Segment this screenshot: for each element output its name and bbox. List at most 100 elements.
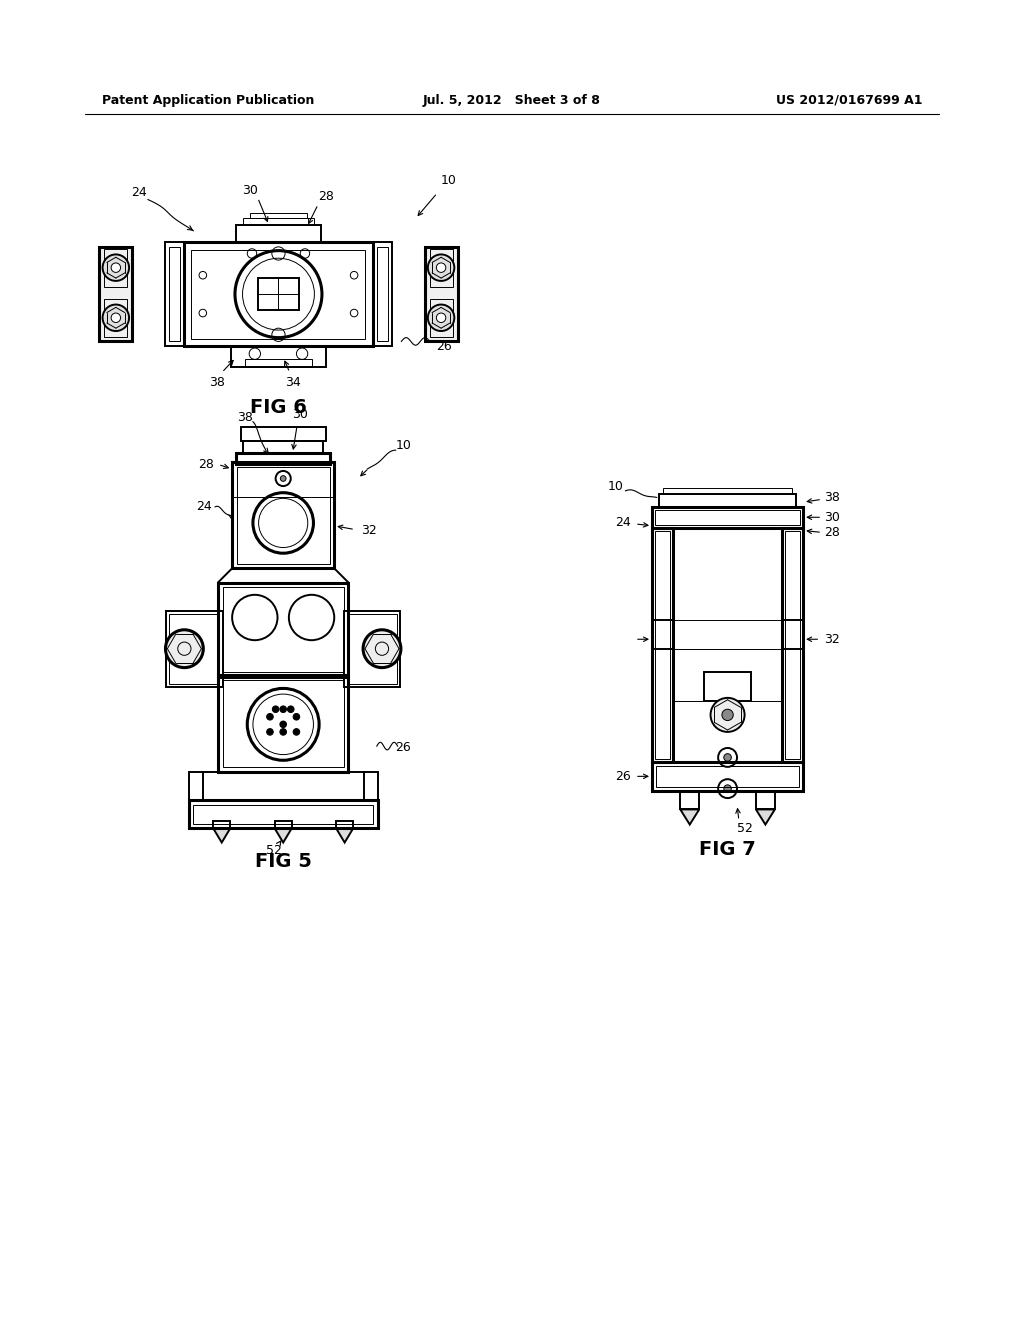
Bar — [344, 611, 400, 686]
Bar — [169, 614, 219, 684]
Text: Patent Application Publication: Patent Application Publication — [101, 94, 314, 107]
Polygon shape — [756, 809, 775, 825]
Text: 38: 38 — [238, 411, 253, 424]
Circle shape — [293, 714, 300, 721]
Bar — [373, 242, 392, 346]
Bar — [346, 614, 396, 684]
Bar — [652, 507, 803, 528]
Text: 32: 32 — [824, 632, 840, 645]
Bar — [222, 587, 344, 672]
Bar — [99, 247, 132, 342]
Polygon shape — [274, 829, 292, 842]
Bar — [222, 680, 344, 767]
Bar — [250, 213, 307, 218]
Circle shape — [266, 714, 273, 721]
Circle shape — [102, 305, 129, 331]
Polygon shape — [336, 829, 353, 842]
Circle shape — [711, 698, 744, 731]
Circle shape — [364, 630, 401, 668]
Bar — [184, 242, 373, 346]
Bar — [103, 248, 127, 286]
Text: US 2012/0167699 A1: US 2012/0167699 A1 — [776, 94, 923, 107]
Bar — [191, 249, 366, 338]
Bar — [165, 242, 184, 346]
Bar — [782, 528, 803, 762]
Bar — [703, 672, 752, 701]
Circle shape — [293, 729, 300, 735]
Circle shape — [428, 305, 455, 331]
Circle shape — [724, 785, 731, 792]
Text: 52: 52 — [737, 822, 753, 834]
Bar — [756, 791, 775, 809]
Text: 28: 28 — [824, 525, 840, 539]
Bar — [654, 531, 670, 759]
Circle shape — [280, 721, 287, 727]
Text: 10: 10 — [440, 174, 457, 187]
Circle shape — [266, 729, 273, 735]
Text: 28: 28 — [317, 190, 334, 203]
Bar — [243, 218, 314, 226]
Text: 24: 24 — [615, 516, 631, 529]
Text: Jul. 5, 2012   Sheet 3 of 8: Jul. 5, 2012 Sheet 3 of 8 — [423, 94, 601, 107]
Bar — [237, 467, 330, 564]
Text: 52: 52 — [266, 843, 282, 857]
Text: 30: 30 — [824, 511, 840, 524]
Text: 10: 10 — [608, 479, 624, 492]
Bar — [785, 531, 801, 759]
Text: 24: 24 — [196, 500, 212, 513]
Text: 38: 38 — [824, 491, 840, 504]
Bar — [274, 821, 292, 829]
Bar — [673, 528, 782, 762]
Bar — [236, 226, 321, 242]
Bar — [169, 247, 180, 342]
Circle shape — [166, 630, 204, 668]
Polygon shape — [680, 809, 699, 825]
Circle shape — [272, 706, 279, 713]
Bar — [236, 453, 331, 465]
Polygon shape — [213, 829, 230, 842]
Bar — [232, 462, 334, 569]
Bar — [425, 247, 458, 342]
Text: 24: 24 — [131, 186, 146, 199]
Bar — [336, 821, 353, 829]
Circle shape — [436, 313, 445, 322]
Bar — [188, 800, 378, 829]
Bar — [241, 428, 326, 441]
Text: 10: 10 — [395, 440, 412, 451]
Bar — [680, 791, 699, 809]
Text: 28: 28 — [198, 458, 214, 471]
Bar — [664, 488, 792, 494]
Bar — [166, 611, 222, 686]
Text: 26: 26 — [436, 339, 452, 352]
Circle shape — [112, 313, 121, 322]
Bar — [654, 510, 801, 525]
Text: 26: 26 — [395, 742, 412, 755]
Bar — [188, 772, 378, 800]
Bar — [246, 359, 311, 367]
Circle shape — [724, 754, 731, 762]
Bar — [652, 528, 673, 762]
Text: FIG 6: FIG 6 — [250, 399, 307, 417]
Text: 26: 26 — [615, 770, 631, 783]
Circle shape — [280, 729, 287, 735]
Text: 30: 30 — [242, 183, 258, 197]
Bar — [655, 766, 800, 787]
Bar — [659, 494, 796, 507]
Text: FIG 7: FIG 7 — [699, 840, 756, 858]
Circle shape — [280, 706, 287, 713]
Bar — [194, 805, 373, 824]
Bar — [258, 279, 299, 310]
Circle shape — [436, 263, 445, 272]
Circle shape — [112, 263, 121, 272]
Bar — [218, 675, 348, 772]
Circle shape — [722, 709, 733, 721]
Bar — [103, 298, 127, 337]
Bar — [652, 762, 803, 791]
Bar — [213, 821, 230, 829]
Circle shape — [102, 255, 129, 281]
Text: 32: 32 — [360, 524, 377, 537]
Text: 30: 30 — [292, 408, 308, 421]
Bar — [430, 298, 454, 337]
Text: FIG 5: FIG 5 — [255, 851, 311, 871]
Text: 38: 38 — [209, 376, 225, 388]
